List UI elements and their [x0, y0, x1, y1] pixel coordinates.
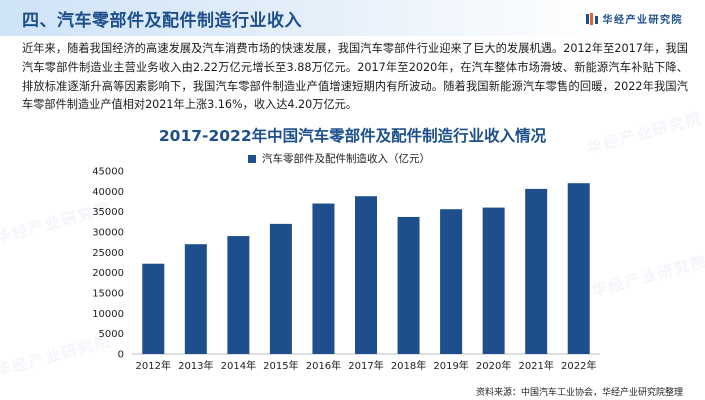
- bar: [184, 244, 207, 354]
- y-tick-label: 25000: [92, 248, 124, 259]
- header-bar: [0, 0, 600, 36]
- y-tick-label: 40000: [92, 187, 124, 198]
- bar: [482, 207, 505, 354]
- y-tick-label: 0: [118, 350, 124, 361]
- x-tick-label: 2014年: [221, 359, 256, 372]
- bar: [227, 236, 250, 354]
- x-tick-label: 2021年: [518, 359, 553, 372]
- bar: [525, 188, 548, 354]
- bar: [312, 203, 335, 354]
- x-tick-label: 2022年: [561, 359, 596, 372]
- header: 四、汽车零部件及配件制造行业收入 华经产业研究院: [0, 0, 705, 36]
- y-tick-label: 10000: [92, 309, 124, 320]
- bar: [440, 209, 463, 354]
- brand-logo: 华经产业研究院: [585, 11, 684, 26]
- bar: [142, 263, 165, 354]
- y-tick-label: 15000: [92, 289, 124, 300]
- y-tick-label: 30000: [92, 228, 124, 239]
- bar: [397, 216, 420, 354]
- x-tick-label: 2016年: [306, 359, 341, 372]
- logo-text: 华经产业研究院: [602, 15, 683, 26]
- x-tick-label: 2019年: [433, 359, 468, 372]
- legend-swatch: [248, 154, 256, 163]
- x-tick-label: 2017年: [348, 359, 383, 372]
- page-title: 四、汽车零部件及配件制造行业收入: [22, 11, 302, 31]
- bar: [567, 183, 590, 354]
- y-tick-label: 45000: [92, 167, 124, 178]
- legend-label: 汽车零部件及配件制造收入（亿元）: [262, 153, 430, 165]
- x-tick-label: 2020年: [476, 359, 511, 372]
- y-tick-label: 20000: [92, 268, 124, 279]
- x-tick-label: 2018年: [391, 359, 426, 372]
- bar: [355, 196, 377, 354]
- y-tick-label: 5000: [99, 329, 124, 340]
- x-tick-label: 2015年: [263, 359, 298, 372]
- x-tick-label: 2013年: [178, 359, 213, 372]
- y-tick-label: 35000: [92, 207, 124, 218]
- chart-legend: 汽车零部件及配件制造收入（亿元）: [248, 151, 430, 166]
- bar: [269, 223, 292, 354]
- chart-title: 2017-2022年中国汽车零部件及配件制造行业收入情况: [158, 127, 547, 145]
- bar-logo-icon: [585, 12, 598, 25]
- intro-paragraph: 近年来，随着我国经济的高速发展及汽车消费市场的快速发展，我国汽车零部件行业迎来了…: [22, 42, 688, 112]
- x-tick-label: 2012年: [136, 359, 171, 372]
- source-note: 资料来源：中国汽车工业协会，华经产业研究院整理: [475, 388, 683, 398]
